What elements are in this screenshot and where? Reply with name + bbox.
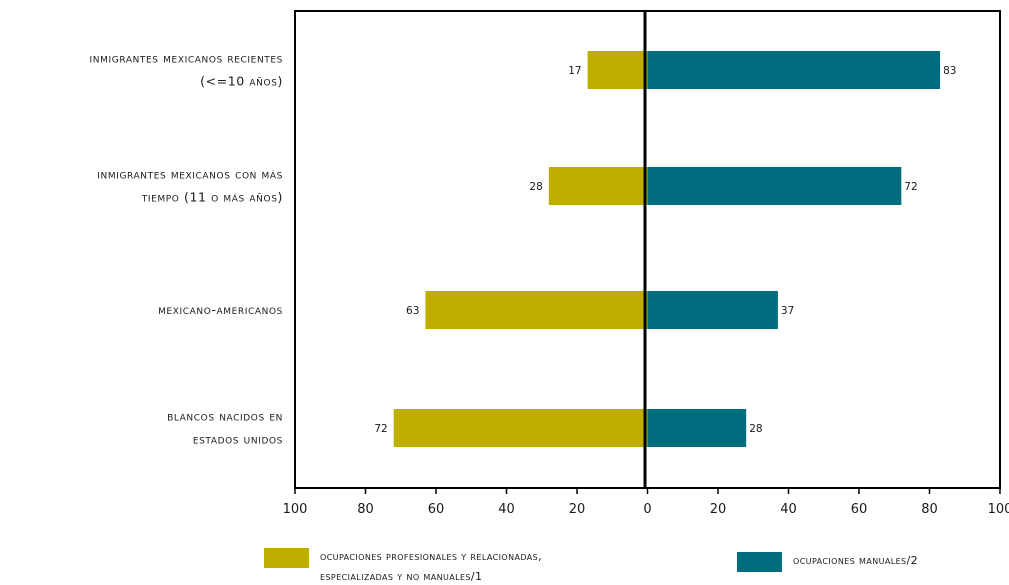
bars-layer [393, 51, 941, 447]
data-label: 17 [568, 65, 581, 77]
data-label: 72 [904, 181, 917, 193]
bar-professional [393, 409, 648, 447]
x-tick-label: 100 [988, 502, 1009, 517]
legend-label: ocupaciones profesionales y relacionadas… [320, 550, 542, 563]
legend-swatch [737, 552, 782, 572]
category-label: inmigrantes mexicanos recientes [90, 51, 283, 66]
legend-swatch [264, 548, 309, 568]
data-label: 37 [781, 305, 794, 317]
x-tick-label: 60 [851, 502, 868, 517]
bar-professional [587, 51, 648, 89]
bar-professional [548, 167, 648, 205]
legend-label: especializadas y no manuales/1 [320, 570, 482, 583]
category-label: blancos nacidos en [167, 409, 283, 424]
data-label: 28 [529, 181, 542, 193]
legend-label: ocupaciones manuales/2 [793, 554, 918, 567]
category-label: (<=10 años) [200, 74, 283, 89]
bar-manual [647, 51, 941, 89]
data-label: 63 [406, 305, 419, 317]
category-label: mexicano-americanos [158, 302, 283, 317]
x-tick-label: 60 [428, 502, 445, 517]
x-tick-label: 20 [569, 502, 586, 517]
bar-manual [647, 409, 747, 447]
data-label: 72 [374, 423, 387, 435]
category-label: tiempo (11 o más años) [141, 190, 283, 205]
x-tick-label: 40 [498, 502, 515, 517]
bar-manual [647, 291, 778, 329]
x-tick-label: 100 [283, 502, 308, 517]
x-tick-label: 80 [921, 502, 938, 517]
x-axis: 100 80 60 40 20 0 20 40 60 80 100 [283, 488, 1009, 517]
bar-professional [425, 291, 648, 329]
x-tick-label: 80 [357, 502, 374, 517]
data-label: 83 [943, 65, 956, 77]
data-label: 28 [749, 423, 762, 435]
x-tick-label: 40 [780, 502, 797, 517]
bar-manual [647, 167, 902, 205]
legend: ocupaciones profesionales y relacionadas… [264, 548, 918, 583]
category-label: estados unidos [193, 432, 283, 447]
labels-layer: inmigrantes mexicanos recientes (<=10 año… [90, 51, 957, 447]
x-tick-label: 20 [710, 502, 727, 517]
category-label: inmigrantes mexicanos con más [97, 167, 283, 182]
x-tick-label: 0 [643, 502, 651, 517]
